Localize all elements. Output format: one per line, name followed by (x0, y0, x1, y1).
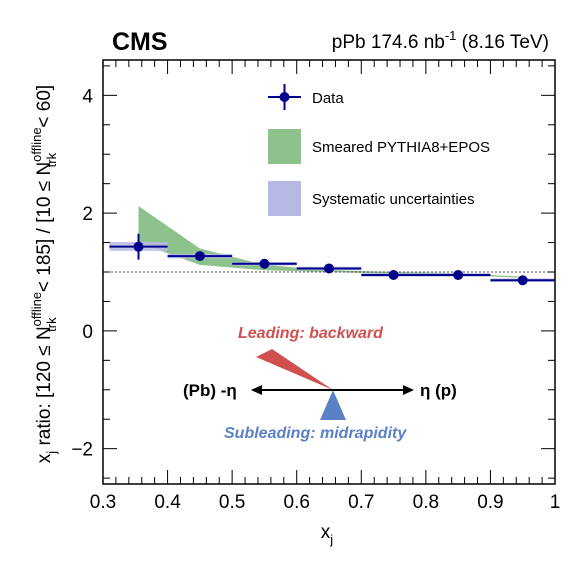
y-tick-label: 0 (82, 322, 93, 343)
data-point (361, 269, 426, 280)
legend-mc-swatch (268, 129, 301, 164)
data-point (109, 233, 168, 260)
data-marker (388, 269, 399, 280)
x-tick-label: 0.3 (90, 492, 116, 513)
data-marker (453, 269, 464, 280)
data-point (232, 258, 297, 269)
lumi-exponent: -1 (445, 28, 457, 43)
lumi-suffix: (8.16 TeV) (456, 32, 549, 53)
eta-arrow-left-head (251, 385, 262, 395)
x-tick-label: 0.9 (477, 492, 503, 513)
leading-wedge (256, 349, 333, 390)
legend: Data Smeared PYTHIA8+EPOS Systematic unc… (268, 84, 490, 216)
data-point (296, 263, 362, 274)
leading-label: Leading: backward (238, 325, 384, 342)
x-axis-title: xj (321, 522, 334, 547)
y-tick-label: 4 (82, 86, 93, 107)
data-layer (109, 233, 555, 286)
x-tick-label: 0.7 (348, 492, 374, 513)
data-marker (133, 241, 144, 252)
legend-sys-swatch (268, 181, 301, 216)
eta-left-label: (Pb) -η (183, 381, 237, 400)
x-tick-label: 1 (550, 492, 561, 513)
x-tick-label: 0.6 (284, 492, 310, 513)
mc-band-layer (138, 206, 523, 278)
data-marker (194, 251, 205, 262)
x-tick-label: 0.8 (413, 492, 439, 513)
eta-right-label: η (p) (420, 381, 457, 400)
legend-label-mc: Smeared PYTHIA8+EPOS (312, 139, 490, 156)
data-point (167, 251, 233, 262)
legend-data-marker (268, 84, 301, 110)
legend-label-sys: Systematic uncertainties (312, 191, 475, 208)
axes-layer: 0.3 0.4 0.5 0.6 0.7 0.8 0.9 1 −2 0 2 4 (71, 59, 561, 513)
x-tick-label: 0.5 (219, 492, 245, 513)
y-axis-title: xj ratio: [120 ≤ Nofflinetrk < 185] / [1… (29, 85, 59, 463)
subleading-label: Subleading: midrapidity (224, 425, 407, 442)
data-marker (324, 263, 334, 274)
lumi-prefix: pPb 174.6 nb (332, 32, 445, 53)
data-marker (517, 275, 528, 286)
data-marker (259, 258, 270, 269)
eta-arrow-right-head (403, 385, 414, 395)
mc-band (138, 206, 523, 278)
luminosity-label: pPb 174.6 nb-1 (8.16 TeV) (332, 28, 549, 53)
data-point (490, 275, 555, 286)
legend-label-data: Data (312, 90, 344, 107)
subleading-wedge (320, 390, 346, 420)
y-tick-label: −2 (71, 440, 93, 461)
data-point (425, 269, 491, 280)
y-tick-label: 2 (82, 204, 93, 225)
x-tick-label: 0.4 (154, 492, 181, 513)
kinematics-annotation: Leading: backward (Pb) -η η (p) Subleadi… (183, 325, 457, 442)
experiment-label: CMS (112, 28, 168, 56)
